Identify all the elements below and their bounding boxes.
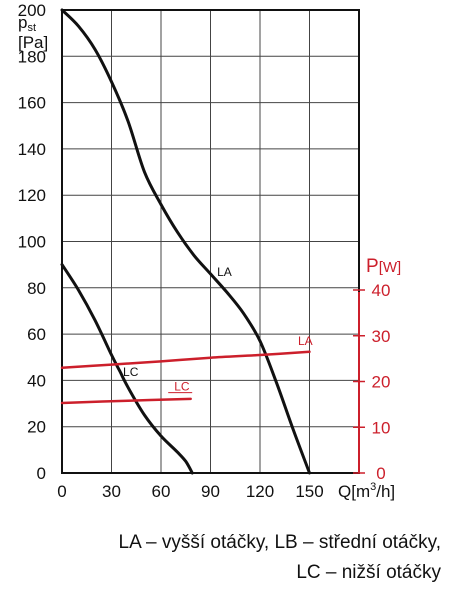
y-left-tick-label: 20 bbox=[27, 418, 46, 437]
caption-line-2: LC – nižší otáčky bbox=[296, 562, 441, 583]
y-left-tick-label: 140 bbox=[18, 140, 46, 159]
y-right-tick-label: 0 bbox=[376, 464, 385, 483]
y-right-tick-label: 10 bbox=[372, 418, 391, 437]
y-left-axis-label: pst bbox=[18, 13, 36, 34]
fan-performance-chart: 0 30 60 90 120 150020406080100120140160180200… bbox=[18, 1, 402, 501]
y-left-tick-label: 0 bbox=[37, 464, 46, 483]
y-left-tick-label: 180 bbox=[18, 47, 46, 66]
series-la-right-line bbox=[60, 350, 311, 370]
y-left-tick-label: 100 bbox=[18, 233, 46, 252]
x-tick-label: 120 bbox=[246, 482, 274, 501]
y-left-tick-label: 60 bbox=[27, 325, 46, 344]
y-left-tick-label: 120 bbox=[18, 186, 46, 205]
series-la-left-line bbox=[60, 8, 311, 475]
series-lc-left-line bbox=[60, 263, 194, 475]
series-lc-right-line bbox=[60, 397, 192, 405]
series-annotations: LA LC LA LC bbox=[123, 265, 313, 393]
grid-lines bbox=[62, 9, 359, 473]
x-tick-label: 0 bbox=[57, 482, 66, 501]
x-tick-label: 30 bbox=[102, 482, 121, 501]
tick-labels: 0 30 60 90 120 150020406080100120140160180200… bbox=[18, 1, 391, 501]
y-right-tick-label: 30 bbox=[372, 327, 391, 346]
y-left-tick-label: 200 bbox=[18, 1, 46, 20]
annotation-lc: LC bbox=[123, 365, 139, 379]
y-right-tick-label: 40 bbox=[372, 281, 391, 300]
annotation-la: LA bbox=[298, 334, 313, 348]
y-right-axis-label: P[W] bbox=[366, 256, 401, 277]
annotation-la: LA bbox=[217, 265, 232, 279]
y-left-tick-label: 80 bbox=[27, 279, 46, 298]
y-left-tick-label: 40 bbox=[27, 371, 46, 390]
y-left-tick-label: 160 bbox=[18, 94, 46, 113]
caption-line-1: LA – vyšší otáčky, LB – střední otáčky, bbox=[118, 532, 441, 553]
annotation-lc: LC bbox=[174, 380, 190, 394]
x-tick-label: 60 bbox=[152, 482, 171, 501]
x-tick-label: 90 bbox=[201, 482, 220, 501]
y-right-tick-label: 20 bbox=[372, 373, 391, 392]
x-tick-label: 150 bbox=[295, 482, 323, 501]
x-axis-label: Q[m3/h] bbox=[338, 481, 395, 501]
series-lines bbox=[60, 8, 311, 475]
plot-frame bbox=[61, 9, 360, 474]
y-left-axis-unit: [Pa] bbox=[18, 33, 48, 52]
